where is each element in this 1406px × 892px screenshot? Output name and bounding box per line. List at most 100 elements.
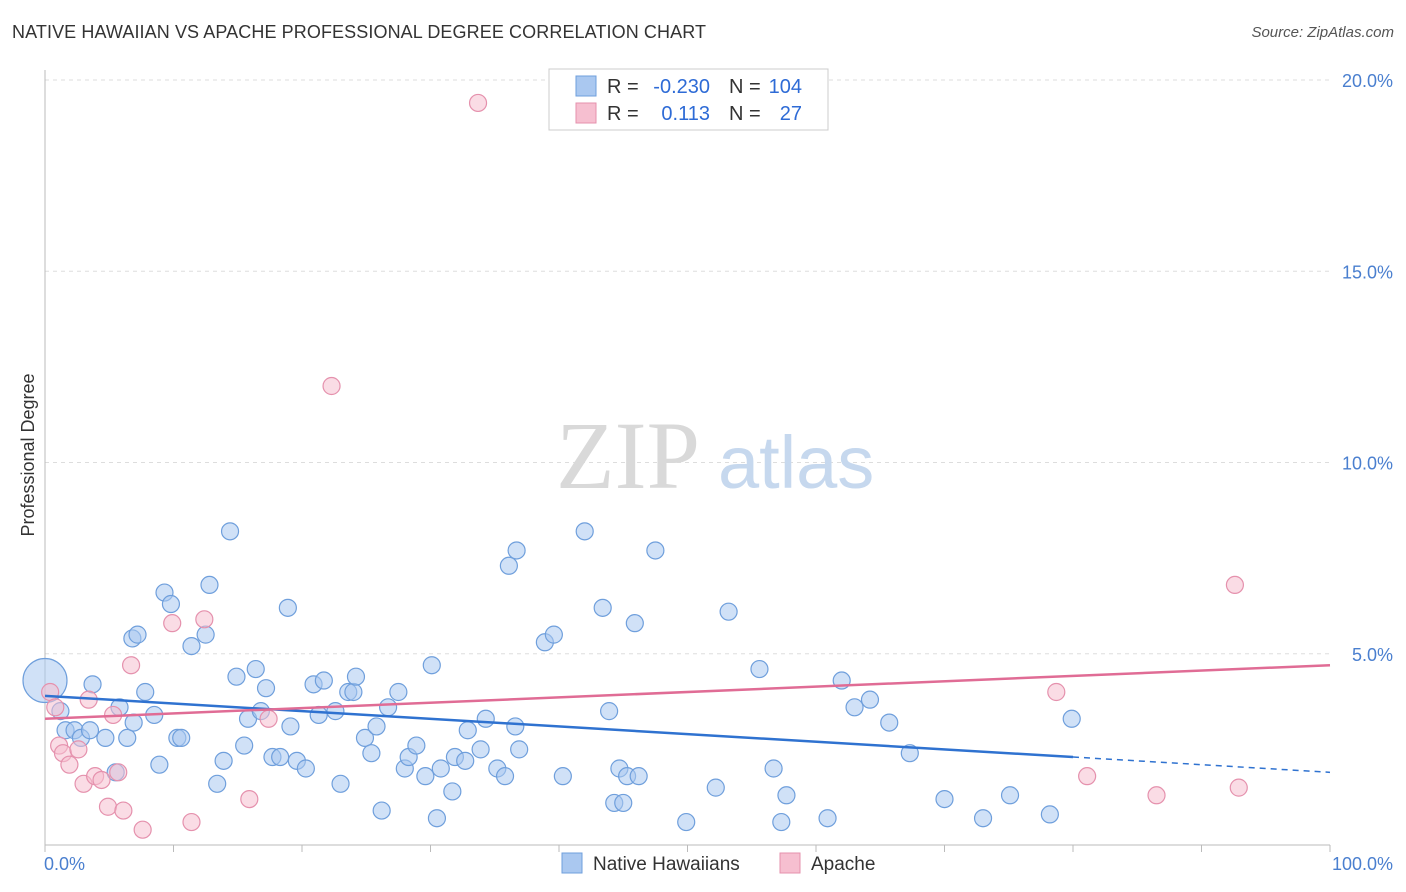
native-hawaiian-point-22 bbox=[196, 625, 215, 644]
x-tick-label-0: 0.0% bbox=[44, 854, 85, 874]
native-hawaiian-point-55 bbox=[407, 736, 426, 755]
native-hawaiian-point-24 bbox=[208, 774, 227, 793]
native-hawaiian-point-86 bbox=[706, 778, 725, 797]
bottom-legend-native-hawaiians: Native Hawaiians bbox=[593, 854, 740, 875]
ticks-layer: 5.0% 10.0% 15.0% 20.0% 0.0% 100.0% bbox=[44, 71, 1393, 874]
native-hawaiian-point-28 bbox=[235, 736, 254, 755]
native-hawaiian-point-11 bbox=[124, 713, 143, 732]
native-hawaiian-point-50 bbox=[372, 801, 391, 820]
apache-point-0 bbox=[41, 682, 60, 702]
apache-point-9 bbox=[92, 770, 111, 790]
points-layer bbox=[22, 93, 1248, 839]
apache-point-16 bbox=[163, 614, 182, 633]
native-hawaiian-point-90 bbox=[772, 812, 791, 832]
apache-point-23 bbox=[1047, 682, 1066, 702]
apache-point-10 bbox=[98, 797, 118, 816]
native-hawaiian-point-71 bbox=[507, 541, 526, 560]
native-hawaiian-point-82 bbox=[625, 614, 644, 633]
native-hawaiian-point-70 bbox=[499, 556, 518, 575]
native-hawaiian-point-32 bbox=[256, 679, 276, 698]
apache-point-25 bbox=[1147, 786, 1166, 805]
native-hawaiian-point-41 bbox=[314, 671, 333, 690]
native-hawaiian-point-96 bbox=[880, 713, 899, 732]
y-tick-label-3: 20.0% bbox=[1342, 71, 1393, 91]
native-hawaiian-point-46 bbox=[346, 667, 366, 686]
native-hawaiian-point-27 bbox=[227, 667, 246, 686]
native-hawaiian-trend-line bbox=[44, 694, 1074, 759]
apache-point-24 bbox=[1078, 767, 1097, 786]
bottom-legend-swatch-pink bbox=[779, 852, 801, 874]
native-hawaiian-point-92 bbox=[818, 809, 837, 828]
native-hawaiian-point-69 bbox=[510, 740, 529, 759]
legend-n-label-2: N = bbox=[729, 103, 761, 125]
native-hawaiian-point-100 bbox=[1000, 786, 1020, 805]
x-tick-label-1: 100.0% bbox=[1332, 854, 1393, 874]
apache-trend-line bbox=[44, 663, 1331, 721]
bottom-legend-apache: Apache bbox=[811, 854, 875, 875]
native-hawaiian-point-40 bbox=[309, 705, 328, 725]
native-hawaiian-point-64 bbox=[471, 740, 490, 759]
native-hawaiian-point-57 bbox=[422, 656, 441, 675]
legend-n-value-2: 27 bbox=[780, 103, 802, 125]
apache-point-26 bbox=[1225, 575, 1245, 595]
native-hawaiian-point-16 bbox=[150, 755, 169, 774]
legend-r-value-2: 0.113 bbox=[661, 103, 710, 125]
legend-swatch-pink bbox=[575, 102, 597, 124]
native-hawaiian-point-80 bbox=[614, 793, 633, 813]
chart-title: NATIVE HAWAIIAN VS APACHE PROFESSIONAL D… bbox=[12, 22, 707, 42]
trend-layer bbox=[44, 663, 1331, 774]
native-hawaiian-point-20 bbox=[172, 728, 191, 748]
native-hawaiian-point-76 bbox=[593, 598, 612, 617]
watermark-zip: ZIP bbox=[556, 402, 700, 509]
native-hawaiian-point-59 bbox=[431, 759, 450, 778]
apache-point-17 bbox=[182, 812, 201, 832]
apache-point-19 bbox=[240, 789, 259, 809]
apache-point-4 bbox=[60, 755, 79, 774]
native-hawaiian-point-35 bbox=[278, 598, 297, 617]
native-hawaiian-point-18 bbox=[161, 594, 181, 614]
native-hawaiian-point-68 bbox=[506, 717, 525, 736]
native-hawaiian-point-99 bbox=[973, 809, 993, 828]
y-tick-label-1: 10.0% bbox=[1342, 454, 1393, 474]
native-hawaiian-point-88 bbox=[750, 659, 769, 679]
apache-point-21 bbox=[322, 376, 341, 396]
native-hawaiian-point-65 bbox=[476, 709, 495, 728]
y-tick-label-2: 15.0% bbox=[1342, 262, 1393, 282]
native-hawaiian-point-49 bbox=[367, 717, 386, 736]
native-hawaiian-point-34 bbox=[271, 747, 290, 767]
native-hawaiian-trend-extension bbox=[1072, 756, 1331, 774]
native-hawaiian-point-75 bbox=[575, 522, 594, 541]
legend-r-label-1: R = bbox=[607, 76, 639, 98]
apache-point-1 bbox=[46, 698, 65, 717]
bottom-legend: Native Hawaiians Apache bbox=[561, 852, 875, 875]
y-axis-label: Professional Degree bbox=[18, 373, 38, 536]
legend-r-value-1: -0.230 bbox=[653, 76, 710, 98]
grid-layer bbox=[45, 79, 1330, 655]
native-hawaiian-point-45 bbox=[344, 682, 363, 702]
native-hawaiian-point-67 bbox=[495, 767, 515, 786]
native-hawaiian-point-94 bbox=[845, 698, 864, 717]
native-hawaiian-point-84 bbox=[646, 541, 665, 560]
apache-point-22 bbox=[468, 93, 488, 113]
apache-point-27 bbox=[1229, 778, 1248, 797]
apache-point-13 bbox=[114, 801, 133, 820]
native-hawaiian-point-102 bbox=[1062, 709, 1081, 728]
apache-point-15 bbox=[133, 820, 152, 839]
native-hawaiian-point-101 bbox=[1040, 805, 1059, 824]
native-hawaiian-point-87 bbox=[719, 602, 738, 621]
native-hawaiian-point-89 bbox=[764, 759, 783, 778]
native-hawaiian-point-74 bbox=[553, 767, 572, 786]
legend-n-value-1: 104 bbox=[769, 76, 802, 98]
native-hawaiian-point-62 bbox=[456, 751, 475, 770]
native-hawaiian-point-6 bbox=[80, 721, 100, 740]
native-hawaiian-point-30 bbox=[246, 659, 265, 679]
legend-n-label-1: N = bbox=[729, 76, 761, 98]
native-hawaiian-point-43 bbox=[331, 774, 350, 793]
native-hawaiian-point-10 bbox=[118, 728, 137, 748]
legend-r-label-2: R = bbox=[607, 103, 639, 125]
native-hawaiian-point-63 bbox=[458, 721, 477, 740]
native-hawaiian-point-51 bbox=[378, 698, 398, 717]
y-tick-label-0: 5.0% bbox=[1352, 645, 1393, 665]
native-hawaiian-point-25 bbox=[214, 751, 233, 770]
